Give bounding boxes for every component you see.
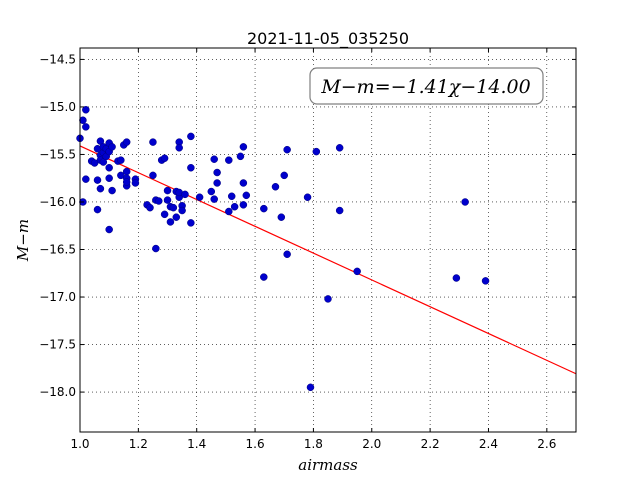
data-point	[210, 195, 218, 203]
data-point	[239, 201, 248, 209]
data-point	[122, 178, 131, 186]
data-point	[452, 274, 461, 282]
y-tick-label: −15.0	[39, 100, 76, 114]
x-tick-label: 2.0	[362, 437, 381, 451]
data-point	[461, 198, 469, 206]
data-point	[108, 143, 116, 151]
chart-title: 2021-11-05_035250	[247, 29, 409, 49]
data-point	[312, 147, 321, 156]
y-tick-label: −18.0	[39, 385, 76, 399]
data-point	[166, 218, 175, 226]
data-point	[82, 123, 90, 131]
fit-annotation: M−m=−1.41χ−14.00	[309, 67, 544, 105]
data-point	[213, 179, 221, 187]
x-tick-label: 1.4	[187, 437, 206, 451]
data-point	[155, 197, 163, 205]
x-tick-label: 1.6	[246, 437, 265, 451]
data-point	[93, 205, 102, 214]
data-point	[280, 171, 288, 180]
x-tick-label: 2.6	[537, 437, 556, 451]
data-point	[105, 225, 113, 234]
data-point	[283, 250, 291, 259]
y-tick-label: −16.5	[39, 243, 76, 257]
axis-ticks: 1.0 1.2 1.4 1.6 1.8 2.0 2.2 2.4 2.6 −14.5 −15.0 −15…	[39, 48, 576, 451]
x-tick-label: 2.2	[421, 437, 440, 451]
data-point	[146, 203, 154, 212]
x-tick-label: 1.2	[129, 437, 148, 451]
data-point	[260, 204, 268, 213]
data-point	[353, 267, 361, 276]
data-point	[105, 164, 113, 172]
data-point	[324, 295, 332, 303]
data-point	[213, 168, 221, 177]
data-point	[105, 174, 113, 182]
data-point	[225, 156, 233, 164]
data-point	[79, 116, 87, 124]
data-point	[131, 179, 140, 187]
fit-line-layer	[79, 145, 577, 375]
x-tick-label: 1.8	[304, 437, 323, 451]
y-tick-label: −17.5	[39, 338, 76, 352]
y-tick-label: −17.0	[39, 290, 76, 304]
data-point	[82, 106, 90, 114]
data-points	[76, 106, 490, 392]
data-point	[260, 273, 268, 281]
data-point	[152, 244, 160, 253]
data-point	[181, 190, 189, 199]
data-point	[122, 138, 131, 146]
data-point	[108, 186, 116, 195]
data-point	[239, 143, 248, 151]
data-point	[172, 213, 181, 221]
data-point	[210, 155, 218, 163]
data-point	[178, 206, 186, 215]
data-point	[163, 186, 172, 195]
data-point	[283, 145, 291, 154]
y-tick-label: −16.0	[39, 195, 76, 209]
data-point	[335, 206, 344, 215]
data-point	[335, 144, 344, 152]
data-point	[239, 179, 248, 187]
data-point	[149, 171, 157, 180]
x-tick-label: 1.0	[70, 437, 89, 451]
data-point	[117, 156, 125, 164]
data-point	[122, 167, 131, 176]
data-point	[207, 187, 216, 196]
data-point	[187, 219, 195, 227]
data-point	[96, 184, 105, 193]
data-point	[303, 193, 312, 201]
data-point	[163, 196, 172, 204]
data-point	[481, 277, 490, 285]
data-point	[242, 191, 251, 200]
data-point	[82, 175, 90, 183]
fit-line	[79, 145, 577, 375]
plot-frame	[79, 47, 577, 433]
data-point	[187, 164, 195, 172]
data-point	[230, 202, 239, 211]
data-point	[149, 138, 157, 146]
data-point	[236, 152, 245, 161]
data-point	[271, 183, 280, 191]
data-point	[169, 203, 178, 212]
x-tick-label: 2.4	[479, 437, 498, 451]
data-point	[227, 192, 236, 201]
y-tick-label: −15.5	[39, 147, 76, 161]
fit-equation: M−m=−1.41χ−14.00	[320, 76, 530, 98]
data-point	[225, 207, 233, 216]
data-point	[93, 176, 102, 184]
y-tick-label: −14.5	[39, 52, 76, 66]
data-point	[175, 144, 183, 152]
data-point	[187, 132, 195, 141]
annotation-box	[309, 67, 544, 105]
data-point	[160, 154, 169, 163]
data-point	[195, 193, 204, 201]
data-point	[160, 210, 169, 219]
y-axis-label: M−m	[14, 219, 32, 262]
x-axis-label: airmass	[298, 456, 358, 474]
data-point	[306, 383, 315, 392]
data-point	[277, 213, 286, 221]
